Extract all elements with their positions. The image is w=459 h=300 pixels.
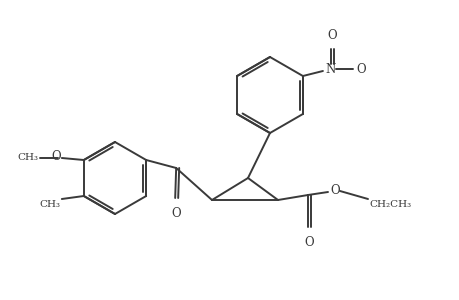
Text: CH₃: CH₃ (40, 200, 61, 209)
Text: O: O (171, 207, 180, 220)
Text: O: O (51, 151, 61, 164)
Text: N: N (325, 62, 336, 76)
Text: CH₂CH₃: CH₂CH₃ (368, 200, 410, 209)
Text: O: O (304, 236, 313, 249)
Text: O: O (329, 184, 339, 197)
Text: O: O (355, 62, 365, 76)
Text: O: O (327, 29, 336, 42)
Text: CH₃: CH₃ (18, 154, 39, 163)
